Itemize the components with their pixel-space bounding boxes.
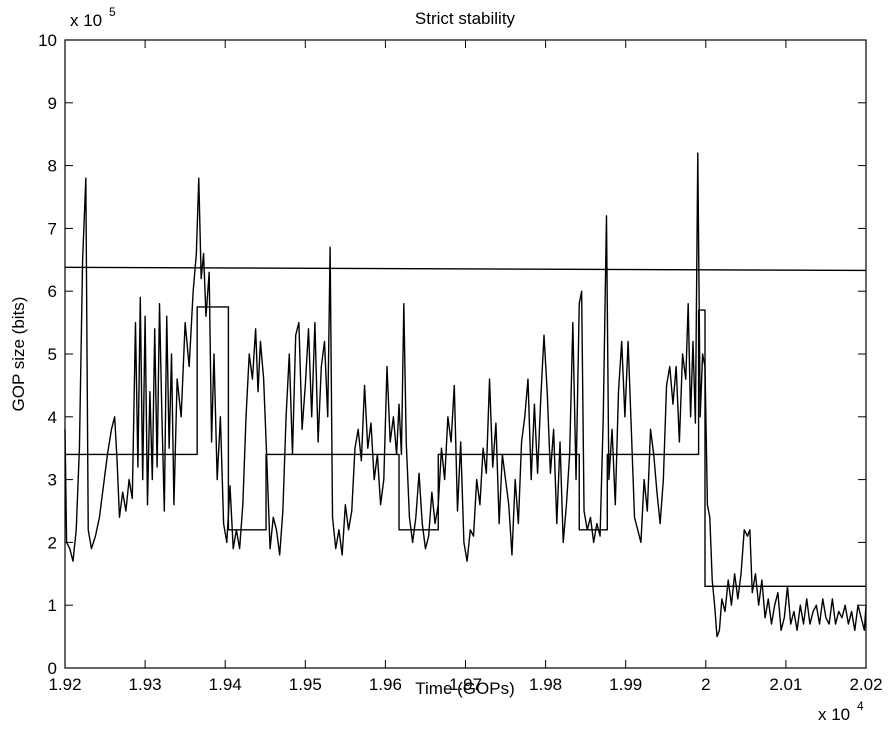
x-tick-label: 1.95 <box>289 675 322 694</box>
y-tick-label: 3 <box>48 471 57 490</box>
x-tick-label: 1.97 <box>449 675 482 694</box>
x-tick-label: 2.01 <box>769 675 802 694</box>
y-multiplier-exponent: 5 <box>109 5 116 19</box>
y-tick-label: 8 <box>48 157 57 176</box>
x-tick-label: 2 <box>701 675 710 694</box>
data-line <box>64 152 867 638</box>
y-tick-label: 5 <box>48 345 57 364</box>
x-tick-label: 2.02 <box>849 675 882 694</box>
x-tick-label: 1.98 <box>529 675 562 694</box>
y-tick-label: 6 <box>48 282 57 301</box>
x-tick-label: 1.94 <box>209 675 242 694</box>
x-axis-label: Time (GOPs) <box>415 679 514 698</box>
y-tick-label: 0 <box>48 659 57 678</box>
data-line <box>65 306 866 588</box>
x-tick-label: 1.92 <box>48 675 81 694</box>
x-multiplier: x 10 <box>818 705 850 724</box>
y-tick-label: 7 <box>48 219 57 238</box>
y-axis-label: GOP size (bits) <box>9 297 28 412</box>
y-multiplier: x 10 <box>70 11 102 30</box>
data-line <box>64 266 867 272</box>
x-multiplier-exponent: 4 <box>857 699 864 713</box>
x-tick-label: 1.93 <box>129 675 162 694</box>
x-tick-label: 1.99 <box>609 675 642 694</box>
y-tick-label: 4 <box>48 408 57 427</box>
y-tick-label: 10 <box>38 31 57 50</box>
y-tick-label: 2 <box>48 533 57 552</box>
chart-title: Strict stability <box>415 9 516 28</box>
x-tick-label: 1.96 <box>369 675 402 694</box>
y-tick-label: 1 <box>48 596 57 615</box>
y-tick-label: 9 <box>48 94 57 113</box>
